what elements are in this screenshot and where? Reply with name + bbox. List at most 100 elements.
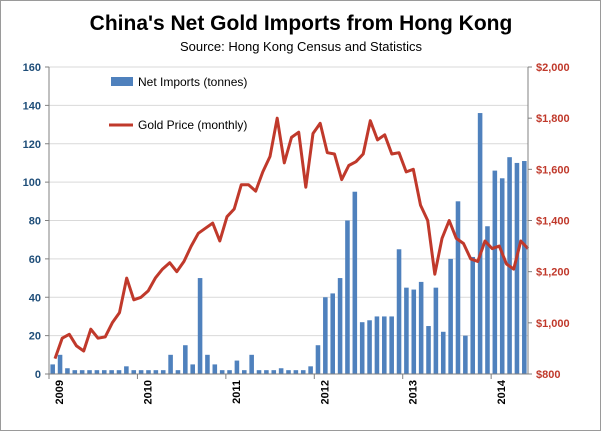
x-tick-label: 2010	[142, 380, 154, 404]
right-tick-label: $1,200	[536, 267, 570, 279]
bar	[153, 370, 159, 374]
bar	[300, 370, 306, 374]
bar	[440, 331, 446, 374]
bar	[72, 370, 78, 374]
bar	[522, 161, 527, 374]
bar	[264, 370, 269, 374]
right-tick-label: $2,000	[536, 62, 570, 74]
bar	[463, 335, 468, 374]
bar	[433, 287, 439, 374]
bar	[448, 258, 453, 374]
left-tick-label: 60	[29, 254, 41, 266]
bar	[404, 287, 409, 374]
left-tick-label: 80	[29, 216, 41, 228]
right-tick-label: $1,000	[536, 318, 570, 330]
bar	[499, 178, 505, 374]
bar	[79, 370, 85, 374]
legend-label-line: Gold Price (monthly)	[138, 118, 247, 132]
bar	[256, 370, 262, 374]
legend-swatch-bar	[111, 77, 133, 86]
bar	[286, 370, 291, 374]
left-tick-label: 140	[23, 100, 41, 112]
bar	[160, 370, 166, 374]
bar	[124, 366, 129, 374]
bar	[492, 170, 498, 374]
bar	[87, 370, 92, 374]
bar	[138, 370, 144, 374]
bar	[131, 370, 137, 374]
right-axis-ticks: $800 $1,000 $1,200 $1,400 $1,600 $1,800 $2,000	[528, 62, 570, 381]
bar	[418, 281, 424, 374]
bar	[109, 370, 114, 374]
bar	[168, 354, 173, 374]
bar	[65, 368, 70, 374]
left-tick-label: 100	[23, 177, 41, 189]
bar	[234, 360, 240, 374]
bar	[146, 370, 151, 374]
bar	[374, 316, 380, 374]
bar	[219, 370, 225, 374]
bar	[190, 364, 195, 374]
left-tick-label: 120	[23, 139, 41, 151]
chart-title: China's Net Gold Imports from Hong Kong	[90, 12, 513, 35]
x-tick-label: 2012	[319, 380, 331, 404]
bar	[50, 364, 55, 374]
bar	[197, 278, 203, 374]
x-tick-label: 2011	[231, 380, 243, 404]
bar	[212, 364, 218, 374]
bar	[308, 366, 313, 374]
bar	[183, 345, 188, 374]
line-series	[53, 116, 530, 360]
left-axis-ticks: 0 20 40 60 80 100 120 140 160	[23, 62, 49, 381]
bar-series	[50, 113, 527, 375]
bar	[477, 113, 483, 375]
chart-subtitle: Source: Hong Kong Census and Statistics	[180, 39, 423, 54]
right-tick-label: $1,800	[536, 113, 570, 125]
bar	[94, 370, 100, 374]
legend-label-bar: Net Imports (tonnes)	[138, 75, 247, 89]
bar	[396, 249, 402, 374]
bar	[330, 293, 335, 374]
bar	[367, 320, 372, 374]
bar	[352, 191, 358, 374]
bar	[382, 316, 387, 374]
bar	[278, 368, 284, 374]
bar	[242, 370, 247, 374]
bar	[205, 354, 210, 374]
bar	[514, 162, 520, 374]
bar	[359, 322, 365, 374]
right-tick-label: $1,400	[536, 216, 570, 228]
x-tick-label: 2009	[54, 380, 66, 404]
bar	[315, 345, 321, 374]
bar	[249, 354, 254, 374]
bar	[389, 316, 394, 374]
x-tick-label: 2014	[496, 379, 508, 404]
bar	[293, 370, 299, 374]
left-tick-label: 40	[29, 292, 41, 304]
gridlines	[49, 66, 528, 375]
bar	[485, 226, 490, 374]
right-tick-label: $1,600	[536, 164, 570, 176]
left-tick-label: 160	[23, 62, 41, 74]
bar	[345, 220, 350, 374]
right-tick-label: $800	[536, 369, 560, 381]
x-tick-label: 2013	[408, 380, 420, 404]
bar	[323, 297, 328, 374]
legend: Net Imports (tonnes) Gold Price (monthly…	[109, 75, 247, 132]
bar	[57, 354, 63, 374]
bar	[337, 278, 343, 374]
bar	[426, 326, 431, 374]
left-tick-label: 20	[29, 331, 41, 343]
bar	[175, 370, 181, 374]
bar	[116, 370, 122, 374]
bar	[455, 201, 461, 374]
bar	[271, 370, 277, 374]
x-axis-ticks: 2009 2010 2011 2012 2013 2014	[48, 374, 508, 404]
bar	[227, 370, 232, 374]
bar	[411, 289, 417, 374]
left-tick-label: 0	[35, 369, 41, 381]
bar	[101, 370, 107, 374]
gold-price-line	[53, 116, 530, 360]
